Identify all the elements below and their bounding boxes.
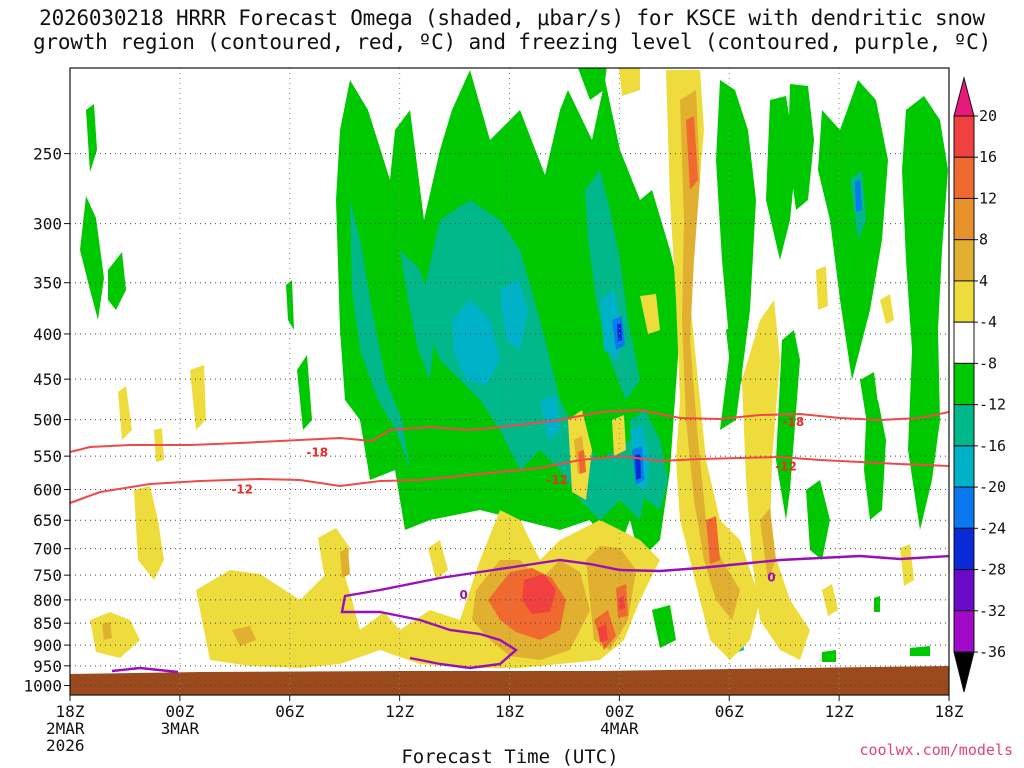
omega-shading [80, 68, 948, 668]
y-tick-label: 500 [33, 411, 62, 430]
y-tick-label: 1000 [23, 677, 62, 696]
contour-label: 0 [767, 571, 775, 585]
chart-title-line2: growth region (contoured, red, ºC) and f… [32, 30, 992, 54]
y-tick-label: 700 [33, 540, 62, 559]
y-tick-label: 350 [33, 274, 62, 293]
colorbar-label: -28 [979, 561, 1006, 579]
y-tick-label: 900 [33, 636, 62, 655]
colorbar-segment [953, 239, 975, 282]
x-tick-label: 00Z [165, 702, 194, 721]
colorbar-segment [953, 486, 975, 529]
x-tick-label: 4MAR [600, 719, 639, 738]
chart-title-line1: 2026030218 HRRR Forecast Omega (shaded, … [39, 6, 985, 30]
colorbar-segment [953, 445, 975, 488]
y-tick-label: 600 [33, 481, 62, 500]
colorbar-top-arrow [953, 76, 975, 117]
contour-label: -18 [306, 446, 328, 460]
colorbar-label: 8 [979, 231, 988, 249]
colorbar-label: 16 [979, 148, 997, 166]
x-tick-label: 2026 [46, 736, 85, 755]
contour-label: -12 [231, 483, 253, 497]
y-tick-label: 550 [33, 447, 62, 466]
contour-freezing-level [111, 554, 949, 674]
y-tick-label: 250 [33, 145, 62, 164]
colorbar-segment [953, 321, 975, 364]
colorbar-label: -32 [979, 602, 1006, 620]
colorbar-segment [953, 569, 975, 612]
colorbar-segment [953, 115, 975, 158]
colorbar-segment [953, 527, 975, 571]
omega-red-shading [522, 574, 625, 642]
contour-minus18 [70, 408, 949, 453]
colorbar-label: -8 [979, 354, 997, 372]
colorbar-label: -12 [979, 396, 1006, 414]
colorbar-label: 12 [979, 189, 997, 207]
omega-deepblue-shading [617, 323, 641, 480]
x-tick-label: 12Z [825, 702, 854, 721]
contour-label: -12 [546, 473, 568, 487]
colorbar-label: 20 [979, 107, 997, 125]
colorbar-segment [953, 362, 975, 406]
contour-label: 0 [460, 588, 468, 602]
colorbar-label: -20 [979, 478, 1006, 496]
colorbar-label: -36 [979, 643, 1006, 661]
colorbar-segment [953, 404, 975, 447]
y-tick-label: 650 [33, 511, 62, 530]
x-tick-label: 18Z [495, 702, 524, 721]
contour-lines [70, 408, 949, 674]
chart-title: 2026030218 HRRR Forecast Omega (shaded, … [0, 6, 1024, 54]
colorbar-label: 4 [979, 272, 988, 290]
contour-label: -12 [775, 459, 797, 473]
x-tick-label: 3MAR [161, 719, 200, 738]
colorbar: 20 16 12 8 4 -4 -8 -12 -16 -20 -24 -28 -32 -36 [953, 76, 1006, 693]
y-tick-label: 850 [33, 614, 62, 633]
x-tick-label: 12Z [385, 702, 414, 721]
x-axis-title: Forecast Time (UTC) [401, 746, 618, 768]
y-tick-label: 950 [33, 657, 62, 676]
colorbar-segment [953, 280, 975, 323]
terrain-fill [70, 666, 949, 695]
contour-labels: -18 -18 -12 -12 -12 0 0 [231, 415, 805, 602]
y-tick-label: 450 [33, 370, 62, 389]
x-tick-label: 06Z [715, 702, 744, 721]
credit-link[interactable]: coolwx.com/models [859, 741, 1013, 759]
y-tick-label: 800 [33, 591, 62, 610]
colorbar-label: -16 [979, 437, 1006, 455]
colorbar-segment [953, 610, 975, 653]
y-tick-label: 750 [33, 566, 62, 585]
colorbar-label: -4 [979, 313, 997, 331]
colorbar-bottom-arrow [953, 651, 975, 693]
colorbar-label: -24 [979, 519, 1006, 537]
x-tick-label: 00Z [605, 702, 634, 721]
colorbar-segment [953, 156, 975, 199]
x-tick-label: 18Z [56, 702, 85, 721]
contour-label: -18 [783, 415, 805, 429]
y-tick-label: 400 [33, 325, 62, 344]
contour-minus12 [70, 454, 949, 504]
x-tick-label: 06Z [275, 702, 304, 721]
y-axis: 250 300 350 400 450 500 550 600 650 700 750 800 850 9… [23, 145, 70, 696]
colorbar-segment [953, 197, 975, 241]
x-tick-label: 18Z [935, 702, 964, 721]
y-tick-label: 300 [33, 215, 62, 234]
x-tick-label: 2MAR [46, 719, 85, 738]
